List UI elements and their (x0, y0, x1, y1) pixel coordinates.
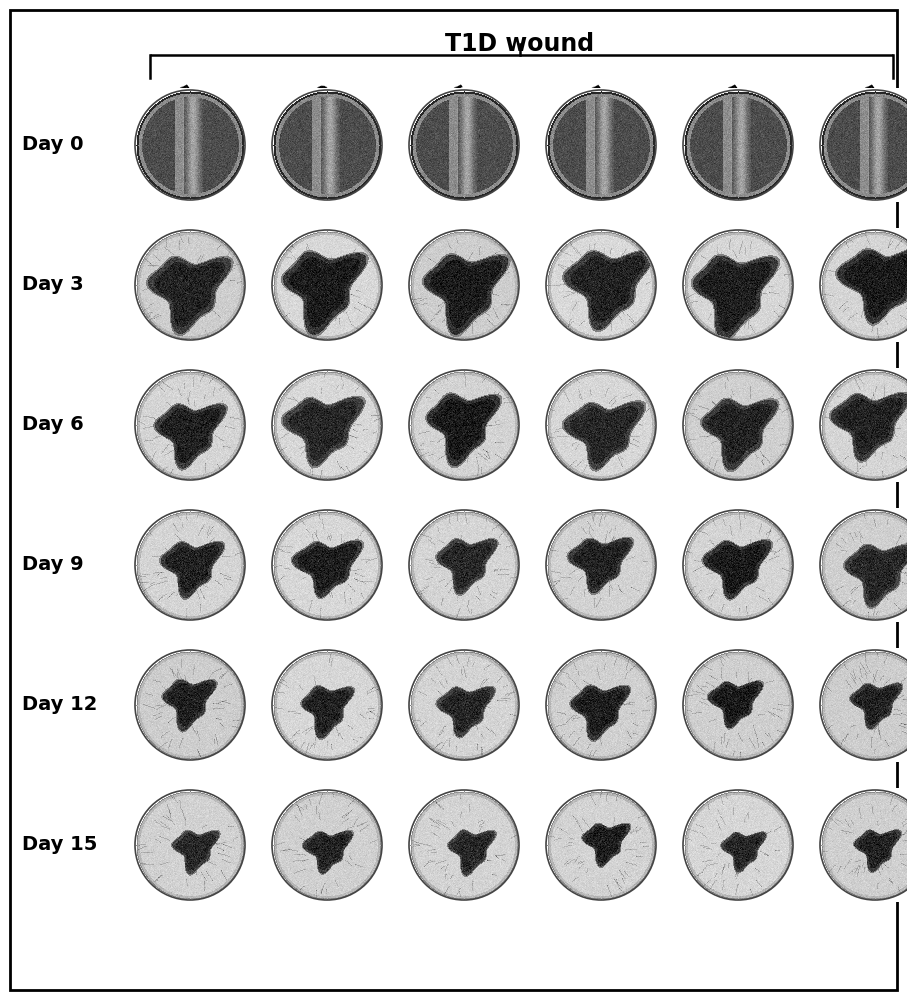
Text: T1D wound: T1D wound (445, 32, 595, 56)
Text: Day 0: Day 0 (22, 135, 83, 154)
Text: Day 12: Day 12 (22, 696, 97, 714)
Text: Inner
hydrogel: Inner hydrogel (433, 82, 502, 163)
Text: BH+
POM@L-Arg: BH+ POM@L-Arg (844, 82, 907, 183)
Text: Day 9: Day 9 (22, 556, 83, 574)
Text: BH+POM: BH+POM (721, 82, 776, 153)
Text: Outer
hydrogel: Outer hydrogel (296, 82, 366, 163)
Text: Bilayer
hydrogel: Bilayer hydrogel (570, 82, 639, 163)
Text: Blank: Blank (172, 82, 212, 130)
Text: Day 3: Day 3 (22, 275, 83, 294)
Text: Day 6: Day 6 (22, 416, 83, 434)
Text: Day 15: Day 15 (22, 836, 97, 854)
